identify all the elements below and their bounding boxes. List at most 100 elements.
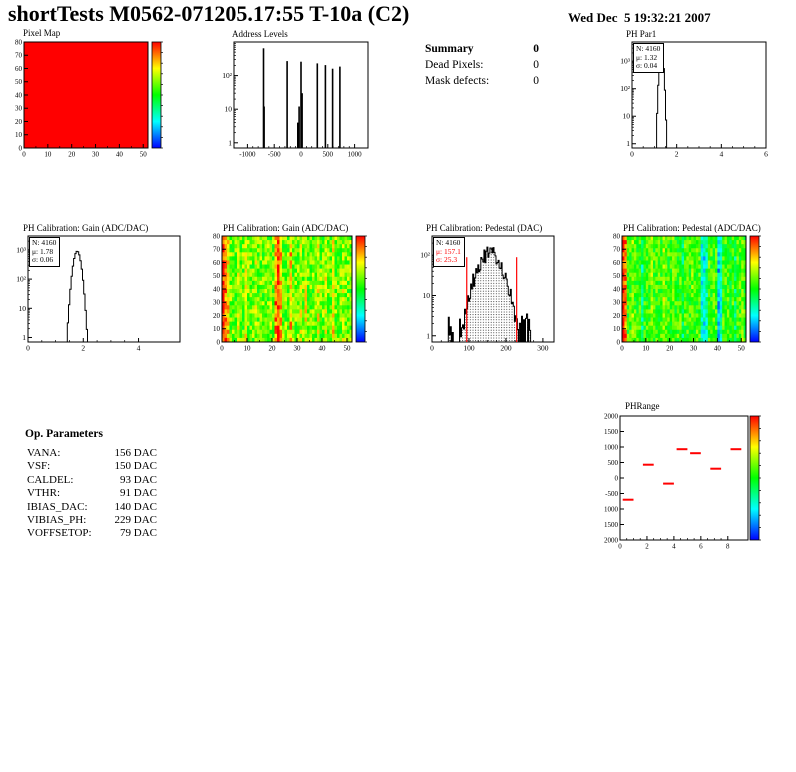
svg-text:4: 4 <box>719 150 723 159</box>
svg-text:1000: 1000 <box>348 151 363 159</box>
gain-map-chart: 0 10 20 30 40 50 0 10 20 30 40 50 60 70 80 <box>213 232 367 353</box>
svg-text:40: 40 <box>319 345 327 353</box>
svg-text:1000: 1000 <box>604 443 619 451</box>
svg-text:50: 50 <box>213 272 221 280</box>
address-levels-title: Address Levels <box>231 29 289 39</box>
svg-text:10: 10 <box>15 131 23 139</box>
svg-text:0: 0 <box>620 345 624 353</box>
pedestal-map-title: PH Calibration: Pedestal (ADC/DAC) <box>622 223 762 233</box>
svg-text:10: 10 <box>225 105 233 114</box>
svg-text:0: 0 <box>430 344 434 353</box>
svg-text:80: 80 <box>15 38 23 46</box>
svg-text:2: 2 <box>675 150 679 159</box>
summary-row-mask-defects: Mask defects: 0 <box>425 73 539 89</box>
svg-text:300: 300 <box>537 344 549 353</box>
pedestal-map-chart: 0 10 20 30 40 50 0 10 20 30 40 50 60 70 80 <box>613 232 761 353</box>
op-param-row-vthr: VTHR: 91 DAC <box>27 487 157 500</box>
svg-text:0: 0 <box>299 151 303 159</box>
op-param-row-vibias-ph: VIBIAS_PH: 229 DAC <box>27 514 157 527</box>
address-levels-chart: -1000 -500 0 500 1000 1 10 10² <box>222 41 369 159</box>
gain-hist-panel: PH Calibration: Gain (ADC/DAC) N: 4160 μ… <box>14 220 214 360</box>
op-parameters-block: Op. Parameters VANA: 156 DAC VSF: 150 DA… <box>18 428 178 548</box>
stat-sigma: σ: 0.04 <box>636 61 658 71</box>
stat-n: N: 4160 <box>636 44 661 53</box>
dead-pixels-value: 0 <box>533 59 539 71</box>
svg-text:40: 40 <box>116 151 124 159</box>
param-label: VANA: <box>27 447 61 459</box>
pixel-map-panel: Pixel Map 0 10 20 30 40 50 0 10 20 30 40 50 60 70 80 <box>14 28 210 168</box>
svg-text:60: 60 <box>213 259 221 267</box>
param-value: 140 DAC <box>114 500 157 513</box>
param-label: VSF: <box>27 460 51 473</box>
svg-text:4: 4 <box>137 344 141 353</box>
svg-text:10: 10 <box>642 345 650 353</box>
svg-text:2000: 2000 <box>604 536 619 544</box>
mask-defects-value: 0 <box>533 75 539 87</box>
svg-text:30: 30 <box>213 299 221 307</box>
svg-text:-500: -500 <box>268 151 281 159</box>
svg-text:8: 8 <box>726 543 730 551</box>
param-value: 150 DAC <box>114 460 157 473</box>
svg-text:200: 200 <box>500 344 512 353</box>
pixel-map-title: Pixel Map <box>22 28 62 38</box>
dead-pixels-label: Dead Pixels: <box>425 59 484 71</box>
svg-text:6: 6 <box>764 150 768 159</box>
svg-text:20: 20 <box>269 345 277 353</box>
param-value: 156 DAC <box>114 447 157 459</box>
param-value: 229 DAC <box>114 514 157 527</box>
stat-mu: μ: 157.1 <box>436 246 461 256</box>
pedestal-map-panel: PH Calibration: Pedestal (ADC/DAC) 0 10 20… <box>612 220 796 360</box>
svg-text:10²: 10² <box>222 71 233 80</box>
svg-text:2: 2 <box>81 344 85 353</box>
param-label: IBIAS_DAC: <box>27 500 88 513</box>
svg-text:0: 0 <box>618 543 622 551</box>
svg-text:30: 30 <box>15 105 23 113</box>
svg-text:10: 10 <box>244 345 252 353</box>
svg-text:4: 4 <box>672 543 676 551</box>
svg-text:30: 30 <box>613 299 621 307</box>
svg-text:500: 500 <box>323 151 334 159</box>
param-label: VIBIAS_PH: <box>27 514 87 527</box>
svg-text:30: 30 <box>92 151 100 159</box>
svg-text:2000: 2000 <box>604 412 619 420</box>
svg-text:70: 70 <box>213 246 221 254</box>
svg-text:40: 40 <box>714 345 722 353</box>
svg-text:70: 70 <box>15 52 23 60</box>
svg-text:-500: -500 <box>605 490 618 498</box>
svg-text:40: 40 <box>613 285 621 293</box>
svg-text:50: 50 <box>15 78 23 86</box>
ph-par1-stats-box: N: 4160 μ: 1.32 σ: 0.04 <box>633 43 665 73</box>
svg-text:1: 1 <box>426 331 430 340</box>
stat-n: N: 4160 <box>32 238 57 247</box>
svg-text:100: 100 <box>463 344 475 353</box>
gain-map-panel: PH Calibration: Gain (ADC/DAC) 0 10 20 30 40… <box>213 220 384 360</box>
svg-text:60: 60 <box>613 259 621 267</box>
svg-text:-1000: -1000 <box>239 151 256 159</box>
svg-text:50: 50 <box>738 345 746 353</box>
svg-text:10: 10 <box>423 291 431 300</box>
svg-text:1500: 1500 <box>604 428 619 436</box>
svg-text:1: 1 <box>228 138 232 147</box>
op-param-row-caldel: CALDEL: 93 DAC <box>27 474 157 487</box>
stat-n: N: 4160 <box>436 238 461 247</box>
svg-text:10: 10 <box>623 112 631 121</box>
summary-row-dead-pixels: Dead Pixels: 0 <box>425 57 539 73</box>
stat-sigma: σ: 25.3 <box>436 255 458 265</box>
param-label: CALDEL: <box>27 473 74 486</box>
ph-par1-title: PH Par1 <box>625 29 658 39</box>
svg-text:70: 70 <box>613 246 621 254</box>
pedestal-hist-panel: PH Calibration: Pedestal (DAC) N: 4160 μ… <box>420 220 570 360</box>
svg-text:30: 30 <box>294 345 302 353</box>
svg-text:10²: 10² <box>420 251 431 260</box>
svg-text:10³: 10³ <box>620 57 631 66</box>
svg-text:10: 10 <box>613 325 621 333</box>
svg-text:2: 2 <box>645 543 649 551</box>
svg-text:10²: 10² <box>16 275 27 284</box>
svg-text:20: 20 <box>68 151 76 159</box>
svg-text:40: 40 <box>15 91 23 99</box>
ph-range-title: PHRange <box>624 401 661 411</box>
svg-text:0: 0 <box>217 338 221 346</box>
op-param-row-vana: VANA: 156 DAC <box>27 447 157 460</box>
gain-hist-chart: 0 2 4 1 10 10² 10³ <box>16 235 181 353</box>
svg-text:1000: 1000 <box>604 505 619 513</box>
